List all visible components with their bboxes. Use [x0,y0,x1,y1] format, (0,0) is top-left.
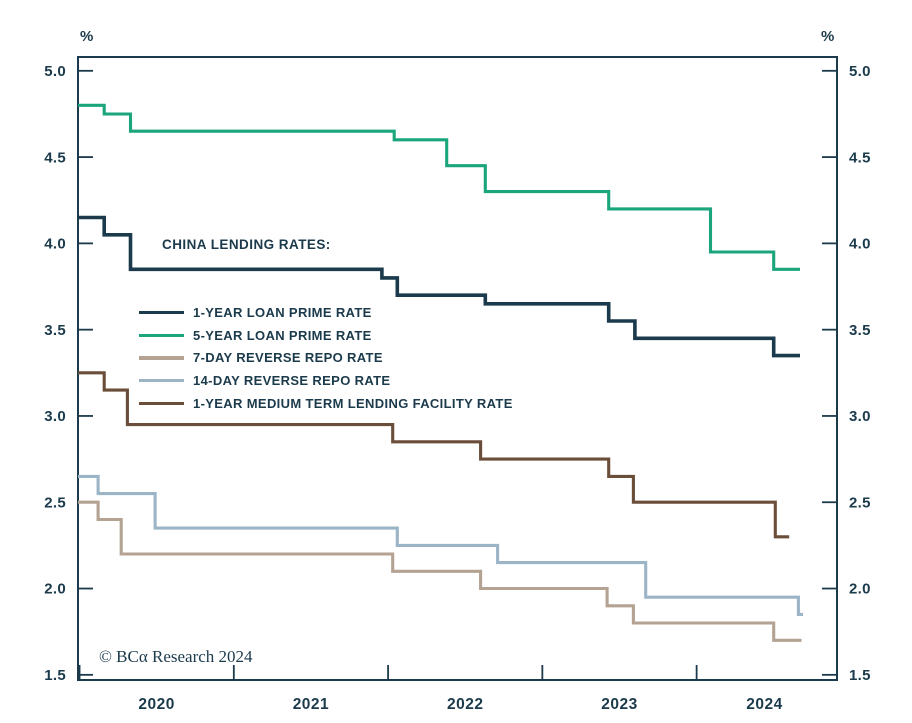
plot-border [77,56,838,681]
legend-swatch-5-year-loan-prime-rate [139,333,184,337]
x-label-2023: 2023 [601,696,637,713]
y-tick-label-left-3.5: 3.5 [44,322,66,339]
legend-label-5-year-loan-prime-rate: 5-YEAR LOAN PRIME RATE [193,327,372,343]
y-tick-label-left-3.0: 3.0 [44,408,66,425]
legend-item-14-day-reverse-repo-rate: 14-DAY REVERSE REPO RATE [139,369,513,392]
y-axis-unit-left: % [80,28,94,45]
legend-swatch-7-day-reverse-repo-rate [139,356,184,360]
legend-swatch-1-year-loan-prime-rate [139,310,184,314]
y-tick-label-left-4.0: 4.0 [44,236,66,253]
x-axis-ticks: 2020 2021 2022 2023 2024 [78,665,782,713]
data-series-lines [78,103,804,642]
legend-swatch-1-year-medium-term-lending-facility-rate [139,401,184,406]
y-tick-label-right-1.5: 1.5 [849,667,871,684]
legend-label-1-year-medium-term-lending-facility-rate: 1-YEAR MEDIUM TERM LENDING FACILITY RATE [193,396,513,412]
y-tick-label-right-2.0: 2.0 [849,581,871,598]
y-tick-label-right-4.5: 4.5 [849,149,871,166]
legend-item-1-year-medium-term-lending-facility-rate: 1-YEAR MEDIUM TERM LENDING FACILITY RATE [139,392,513,415]
x-label-2022: 2022 [447,696,483,713]
legend-swatch-14-day-reverse-repo-rate [139,379,184,383]
legend-label-14-day-reverse-repo-rate: 14-DAY REVERSE REPO RATE [193,373,391,389]
y-tick-label-left-4.5: 4.5 [44,149,66,166]
legend-item-7-day-reverse-repo-rate: 7-DAY REVERSE REPO RATE [139,347,513,370]
series-line-1-year-loan-prime-rate [78,215,800,358]
y-tick-label-left-2.0: 2.0 [44,581,66,598]
legend-item-5-year-loan-prime-rate: 5-YEAR LOAN PRIME RATE [139,324,513,347]
y-tick-label-right-4.0: 4.0 [849,236,871,253]
series-line-5-year-loan-prime-rate [78,103,800,271]
plot-frame [77,56,838,681]
legend-label-1-year-loan-prime-rate: 1-YEAR LOAN PRIME RATE [193,304,372,320]
series-line-1-year-medium-term-lending-facility-rate [78,371,790,539]
copyright-watermark: © BCα Research 2024 [99,647,253,666]
series-line-7-day-reverse-repo-rate [78,500,802,642]
y-tick-label-right-3.0: 3.0 [849,408,871,425]
chart-title: CHINA LENDING RATES: [162,237,331,252]
legend-item-1-year-loan-prime-rate: 1-YEAR LOAN PRIME RATE [139,301,513,324]
x-label-2021: 2021 [293,696,329,713]
series-line-14-day-reverse-repo-rate [78,474,804,616]
y-axis-unit-right: % [821,28,835,45]
y-tick-label-left-1.5: 1.5 [44,667,66,684]
y-tick-label-right-5.0: 5.0 [849,63,871,80]
legend: 1-YEAR LOAN PRIME RATE 5-YEAR LOAN PRIME … [139,301,513,415]
legend-label-7-day-reverse-repo-rate: 7-DAY REVERSE REPO RATE [193,350,383,366]
y-tick-label-left-5.0: 5.0 [44,63,66,80]
y-tick-label-right-2.5: 2.5 [849,494,871,511]
x-label-2020: 2020 [138,696,174,713]
y-tick-label-left-2.5: 2.5 [44,494,66,511]
y-tick-label-right-3.5: 3.5 [849,322,871,339]
x-label-2024: 2024 [746,696,782,713]
y-axis-ticks: 5.0 5.0 4.5 4.5 4.0 4.0 3.5 3.5 3.0 3.0 2.5 2.5 2.0 2… [44,63,871,684]
